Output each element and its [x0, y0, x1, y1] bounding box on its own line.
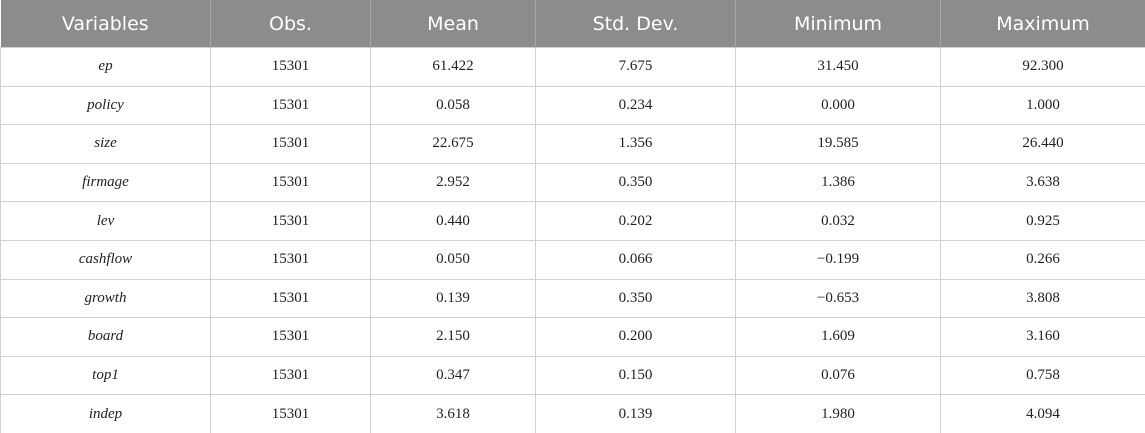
- value-cell: 0.139: [535, 394, 736, 433]
- header-cell: Mean: [370, 0, 536, 48]
- variable-name: top1: [0, 355, 211, 396]
- variable-name: growth: [0, 278, 211, 319]
- value-cell: 15301: [210, 394, 371, 433]
- value-cell: 1.356: [535, 124, 736, 164]
- value-cell: 3.618: [370, 394, 536, 433]
- table-row: ep 15301 61.422 7.675 31.450 92.300: [0, 47, 1145, 87]
- value-cell: 15301: [210, 278, 371, 319]
- value-cell: 0.000: [735, 85, 941, 126]
- value-cell: −0.199: [735, 239, 941, 280]
- table-row: size 15301 22.675 1.356 19.585 26.440: [0, 124, 1145, 164]
- value-cell: 2.150: [370, 317, 536, 357]
- value-cell: 15301: [210, 239, 371, 280]
- value-cell: 0.202: [535, 201, 736, 241]
- table-row: growth 15301 0.139 0.350 −0.653 3.808: [0, 278, 1145, 319]
- value-cell: 22.675: [370, 124, 536, 164]
- table-row: lev 15301 0.440 0.202 0.032 0.925: [0, 201, 1145, 241]
- value-cell: 0.050: [370, 239, 536, 280]
- value-cell: 1.609: [735, 317, 941, 357]
- value-cell: 0.440: [370, 201, 536, 241]
- value-cell: 15301: [210, 317, 371, 357]
- value-cell: 0.139: [370, 278, 536, 319]
- value-cell: 61.422: [370, 47, 536, 87]
- value-cell: 0.350: [535, 278, 736, 319]
- value-cell: 0.032: [735, 201, 941, 241]
- value-cell: −0.653: [735, 278, 941, 319]
- value-cell: 31.450: [735, 47, 941, 87]
- table-body: ep 15301 61.422 7.675 31.450 92.300 policy 1530…: [0, 47, 1145, 433]
- value-cell: 15301: [210, 201, 371, 241]
- value-cell: 1.386: [735, 162, 941, 203]
- header-cell: Maximum: [940, 0, 1145, 48]
- table-row: board 15301 2.150 0.200 1.609 3.160: [0, 317, 1145, 357]
- value-cell: 15301: [210, 85, 371, 126]
- variable-name: board: [0, 317, 211, 357]
- value-cell: 0.266: [940, 239, 1145, 280]
- header-cell: Minimum: [735, 0, 941, 48]
- value-cell: 7.675: [535, 47, 736, 87]
- value-cell: 0.066: [535, 239, 736, 280]
- header-cell: Obs.: [210, 0, 371, 48]
- value-cell: 0.150: [535, 355, 736, 396]
- variable-name: size: [0, 124, 211, 164]
- table-row: indep 15301 3.618 0.139 1.980 4.094: [0, 394, 1145, 433]
- table-row: firmage 15301 2.952 0.350 1.386 3.638: [0, 162, 1145, 203]
- table-row: policy 15301 0.058 0.234 0.000 1.000: [0, 85, 1145, 126]
- variable-name: firmage: [0, 162, 211, 203]
- value-cell: 0.200: [535, 317, 736, 357]
- value-cell: 1.000: [940, 85, 1145, 126]
- value-cell: 3.808: [940, 278, 1145, 319]
- value-cell: 0.350: [535, 162, 736, 203]
- variable-name: cashflow: [0, 239, 211, 280]
- header-cell: Std. Dev.: [535, 0, 736, 48]
- value-cell: 15301: [210, 162, 371, 203]
- header-cell: Variables: [0, 0, 211, 48]
- variable-name: lev: [0, 201, 211, 241]
- value-cell: 92.300: [940, 47, 1145, 87]
- variable-name: policy: [0, 85, 211, 126]
- value-cell: 15301: [210, 124, 371, 164]
- value-cell: 4.094: [940, 394, 1145, 433]
- value-cell: 0.347: [370, 355, 536, 396]
- variable-name: ep: [0, 47, 211, 87]
- value-cell: 15301: [210, 47, 371, 87]
- value-cell: 1.980: [735, 394, 941, 433]
- table-row: top1 15301 0.347 0.150 0.076 0.758: [0, 355, 1145, 396]
- table-row: cashflow 15301 0.050 0.066 −0.199 0.266: [0, 239, 1145, 280]
- value-cell: 15301: [210, 355, 371, 396]
- value-cell: 0.058: [370, 85, 536, 126]
- value-cell: 0.758: [940, 355, 1145, 396]
- value-cell: 26.440: [940, 124, 1145, 164]
- value-cell: 3.160: [940, 317, 1145, 357]
- value-cell: 0.925: [940, 201, 1145, 241]
- value-cell: 19.585: [735, 124, 941, 164]
- header-row: Variables Obs. Mean Std. Dev. Minimum Maximum: [0, 0, 1145, 48]
- value-cell: 0.076: [735, 355, 941, 396]
- value-cell: 0.234: [535, 85, 736, 126]
- value-cell: 3.638: [940, 162, 1145, 203]
- variable-name: indep: [0, 394, 211, 433]
- value-cell: 2.952: [370, 162, 536, 203]
